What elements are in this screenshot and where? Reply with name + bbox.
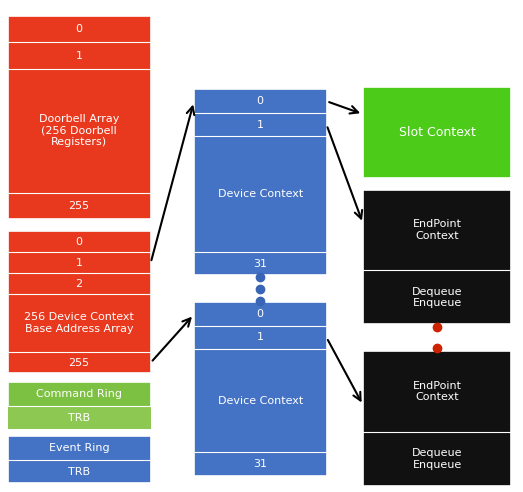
Bar [8, 436, 151, 483]
Text: 0: 0 [76, 24, 83, 34]
Text: 31: 31 [253, 259, 267, 269]
Text: 255: 255 [69, 201, 90, 211]
Text: 256 Device Context
Base Address Array: 256 Device Context Base Address Array [24, 312, 134, 334]
Bar [8, 382, 151, 430]
Text: Device Context: Device Context [218, 189, 303, 199]
Text: TRB: TRB [68, 466, 90, 477]
Bar [363, 190, 511, 324]
Bar [8, 231, 151, 373]
Text: 1: 1 [76, 258, 83, 268]
Text: Doorbell Array
(256 Doorbell
Registers): Doorbell Array (256 Doorbell Registers) [39, 114, 119, 148]
Text: Dequeue
Enqueue: Dequeue Enqueue [412, 286, 462, 308]
Text: Dequeue
Enqueue: Dequeue Enqueue [412, 448, 462, 469]
Text: 0: 0 [76, 237, 83, 247]
Text: 0: 0 [257, 309, 264, 319]
Text: 255: 255 [69, 358, 90, 368]
Bar [363, 87, 511, 178]
Text: 31: 31 [253, 459, 267, 469]
Text: EndPoint
Context: EndPoint Context [413, 219, 462, 241]
Text: 2: 2 [76, 279, 83, 289]
Text: 1: 1 [76, 51, 83, 61]
Text: 1: 1 [257, 333, 264, 342]
Text: TRB: TRB [68, 413, 90, 423]
Text: Slot Context: Slot Context [399, 126, 475, 139]
Text: Device Context: Device Context [218, 396, 303, 406]
Bar [194, 302, 326, 476]
Text: Command Ring: Command Ring [36, 389, 122, 399]
Text: EndPoint
Context: EndPoint Context [413, 381, 462, 402]
Bar [194, 90, 326, 276]
Text: 1: 1 [257, 120, 264, 130]
Bar [8, 406, 151, 430]
Text: Event Ring: Event Ring [49, 443, 109, 453]
Bar [363, 351, 511, 486]
Text: 0: 0 [257, 96, 264, 106]
Bar [8, 16, 151, 219]
